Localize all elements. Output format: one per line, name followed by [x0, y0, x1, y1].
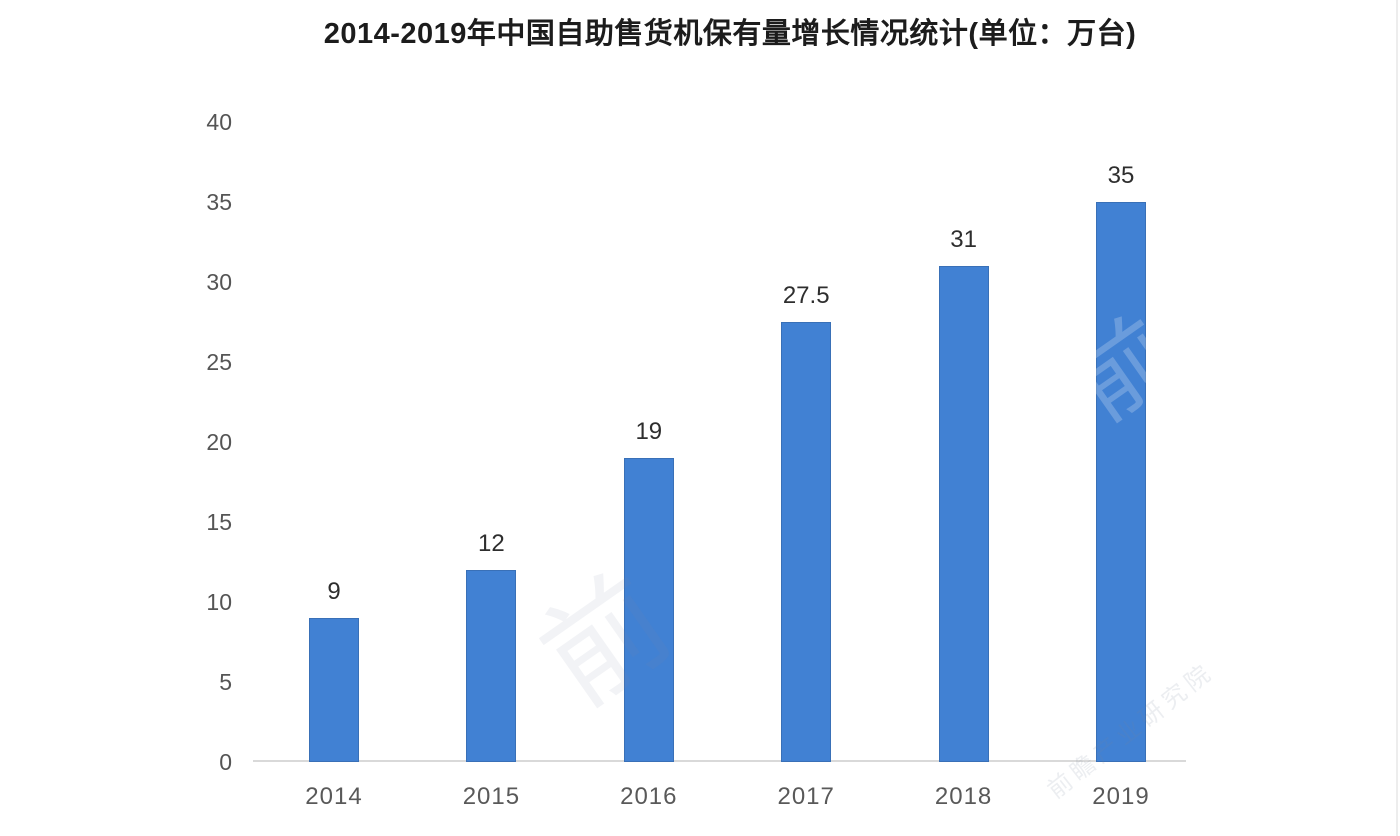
x-tick-label: 2017: [777, 783, 835, 810]
screenshot-right-border: [1396, 0, 1398, 836]
y-tick-label: 0: [219, 749, 232, 775]
x-tick-label: 2015: [462, 783, 521, 810]
x-tick-label: 2019: [1092, 783, 1150, 810]
bar-2017: [781, 322, 832, 762]
x-tick-label: 2016: [620, 783, 678, 810]
y-tick-label: 5: [219, 669, 232, 695]
y-tick-label: 40: [206, 109, 232, 135]
x-axis-line: [253, 760, 1186, 762]
y-tick-label: 25: [206, 349, 232, 375]
y-tick-label: 20: [206, 429, 232, 455]
x-tick-label: 2018: [934, 783, 993, 810]
x-tick-label: 2014: [305, 783, 363, 810]
y-tick-label: 10: [206, 589, 232, 615]
chart-title: 2014-2019年中国自助售货机保有量增长情况统计(单位：万台): [323, 18, 1137, 50]
bar-2015: [466, 570, 517, 762]
bar-value-label: 31: [950, 226, 977, 253]
bar-value-label: 9: [327, 578, 341, 605]
y-tick-label: 15: [206, 509, 232, 535]
bar-value-label: 27.5: [782, 282, 830, 309]
bar-2014: [309, 618, 359, 762]
bar-value-label: 19: [635, 418, 663, 445]
bar-value-label: 12: [478, 530, 505, 557]
y-tick-label: 35: [206, 189, 232, 215]
y-tick-label: 30: [206, 269, 232, 295]
bar-2019: [1096, 202, 1146, 762]
bar-value-label: 35: [1107, 162, 1135, 189]
bar-2018: [938, 266, 989, 762]
bar-2016: [623, 458, 674, 762]
